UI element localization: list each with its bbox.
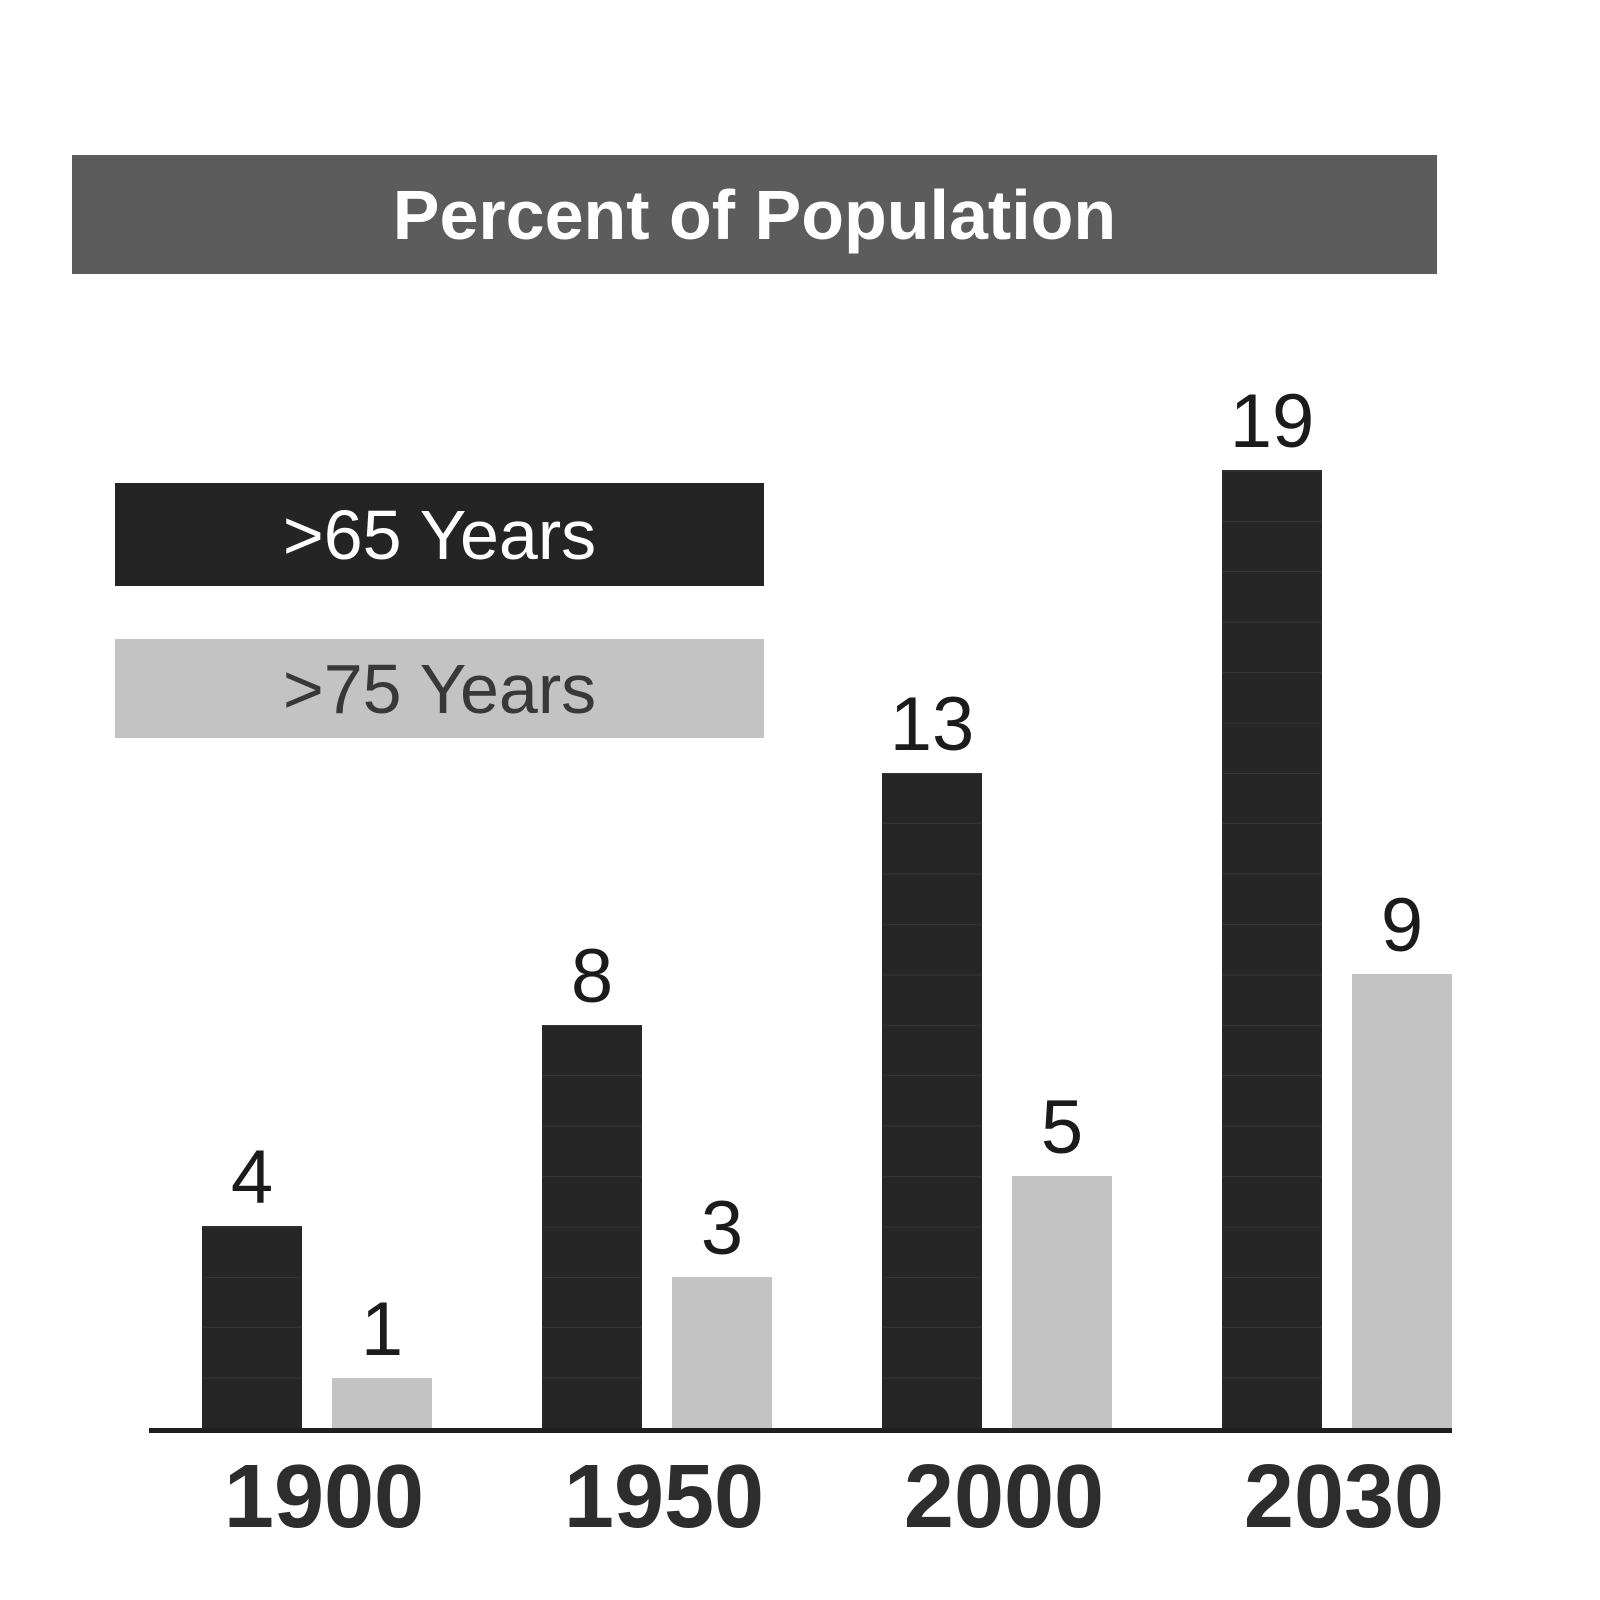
value-label-75Years-1950: 3 <box>700 1186 744 1271</box>
bar-65Years-1950 <box>542 1025 642 1428</box>
bar-65Years-2030 <box>1222 470 1322 1428</box>
chart-title: Percent of Population <box>392 175 1117 254</box>
value-label-75Years-1900: 1 <box>360 1287 404 1372</box>
bar-75Years-1950 <box>672 1277 772 1428</box>
bar-75Years-2000 <box>1012 1176 1112 1428</box>
x-tick-label-2000: 2000 <box>903 1447 1105 1547</box>
x-axis-line <box>149 1428 1452 1433</box>
chart-title-banner: Percent of Population <box>72 155 1437 274</box>
legend-label-over-65: >65 Years <box>282 495 597 574</box>
legend-item-over-65: >65 Years <box>115 483 764 586</box>
value-label-65Years-1900: 4 <box>230 1135 274 1220</box>
value-label-75Years-2030: 9 <box>1380 883 1424 968</box>
value-label-65Years-2000: 13 <box>889 682 975 767</box>
bar-75Years-2030 <box>1352 974 1452 1428</box>
legend-item-over-75: >75 Years <box>115 639 764 738</box>
bar-65Years-2000 <box>882 773 982 1428</box>
value-label-65Years-1950: 8 <box>570 934 614 1019</box>
value-label-65Years-2030: 19 <box>1229 379 1315 464</box>
bar-75Years-1900 <box>332 1378 432 1428</box>
x-tick-label-1950: 1950 <box>563 1447 765 1547</box>
x-tick-label-1900: 1900 <box>223 1447 425 1547</box>
bar-65Years-1900 <box>202 1226 302 1428</box>
value-label-75Years-2000: 5 <box>1040 1085 1084 1170</box>
legend-label-over-75: >75 Years <box>282 649 597 728</box>
x-tick-label-2030: 2030 <box>1243 1447 1445 1547</box>
